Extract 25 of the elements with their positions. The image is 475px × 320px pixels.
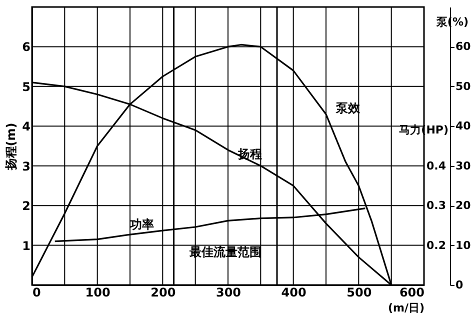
y-tick-label: 1 <box>22 238 30 253</box>
y-tick-label: 4 <box>22 120 30 134</box>
x-tick-label: 400 <box>281 286 306 300</box>
y2-tick-label: 30 <box>456 159 472 172</box>
y3-tick-label: 0.3 <box>426 199 446 212</box>
x-tick-label: 100 <box>85 286 110 300</box>
y-tick-label: 5 <box>22 80 30 94</box>
y-tick-label: 6 <box>22 40 30 54</box>
y-axis-title: 扬程(m) <box>4 122 18 172</box>
y-tick-label: 3 <box>22 159 30 174</box>
y2-tick-label: 60 <box>456 40 472 54</box>
y3-tick-label: 0.2 <box>426 238 446 252</box>
x-tick-label: 0 <box>32 286 41 300</box>
y2-tick-label: 10 <box>456 238 472 252</box>
y3-tick-label: 0.4 <box>426 159 446 172</box>
y2-tick-label: 20 <box>456 199 472 212</box>
x-tick-label: 300 <box>216 286 242 300</box>
x-axis-title: (m/日) <box>388 302 424 314</box>
x-tick-label: 500 <box>346 286 372 300</box>
y2-tick-label: 40 <box>456 120 472 133</box>
series-label: 功率 <box>129 218 154 232</box>
y-tick-label: 2 <box>22 199 30 214</box>
x-tick-label: 200 <box>150 286 176 300</box>
x-tick-label: 600 <box>399 286 424 300</box>
y2-tick-label: 50 <box>456 80 472 93</box>
